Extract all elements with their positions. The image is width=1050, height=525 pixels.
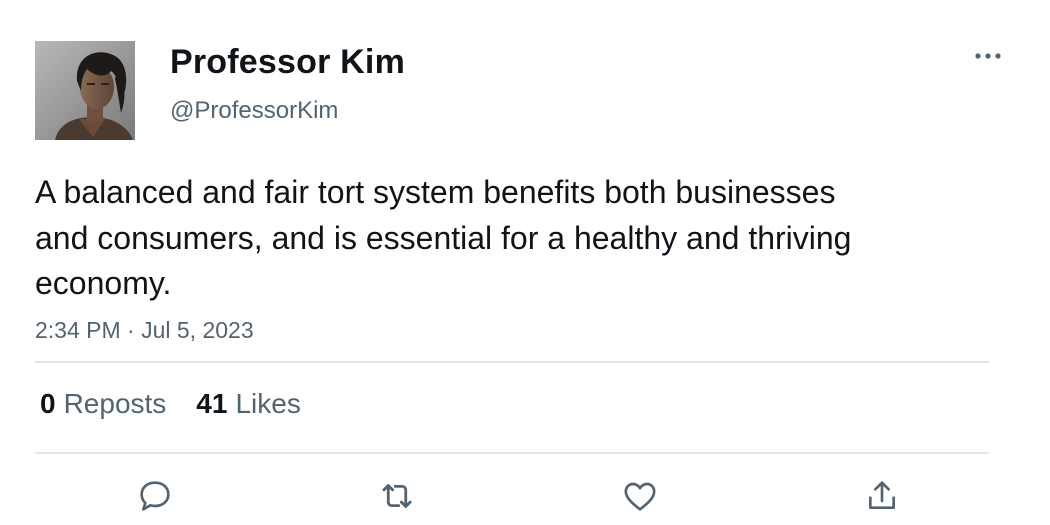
likes-stat[interactable]: 41 Likes <box>196 385 301 423</box>
reposts-stat[interactable]: 0 Reposts <box>40 385 166 423</box>
reposts-count: 0 <box>40 388 56 419</box>
repost-arrows-icon <box>382 484 412 508</box>
reposts-label: Reposts <box>63 388 167 419</box>
repost-button[interactable] <box>375 474 419 518</box>
tweet-text: A balanced and fair tort system benefits… <box>35 174 852 301</box>
speech-bubble-icon <box>140 481 170 511</box>
likes-count: 41 <box>196 388 228 419</box>
avatar[interactable] <box>35 41 135 140</box>
author-display-name[interactable]: Professor Kim <box>170 43 406 81</box>
reply-button[interactable] <box>133 474 177 518</box>
share-button[interactable] <box>860 474 904 518</box>
author-handle[interactable]: @ProfessorKim <box>170 97 339 124</box>
share-upload-icon <box>869 481 895 509</box>
heart-icon <box>624 482 656 511</box>
likes-label: Likes <box>235 388 301 419</box>
divider <box>35 361 989 363</box>
more-options-button[interactable] <box>968 40 1008 72</box>
engagement-stats: 0 Reposts 41 Likes <box>40 385 301 423</box>
profile-photo-icon <box>35 41 135 140</box>
tweet-timestamp[interactable]: 2:34 PM · Jul 5, 2023 <box>35 317 254 343</box>
ellipsis-icon <box>975 53 1001 59</box>
divider <box>35 452 989 454</box>
like-button[interactable] <box>618 474 662 518</box>
